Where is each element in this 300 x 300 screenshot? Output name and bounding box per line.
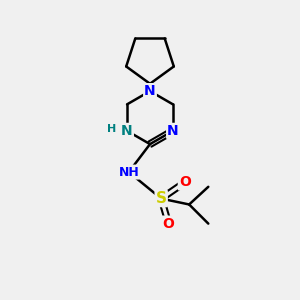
Text: NH: NH — [118, 166, 139, 178]
Text: N: N — [144, 84, 156, 98]
Text: S: S — [156, 191, 167, 206]
Text: O: O — [163, 217, 175, 231]
Text: N: N — [121, 124, 133, 138]
Text: O: O — [179, 176, 191, 189]
Text: N: N — [167, 124, 179, 138]
Text: H: H — [107, 124, 116, 134]
